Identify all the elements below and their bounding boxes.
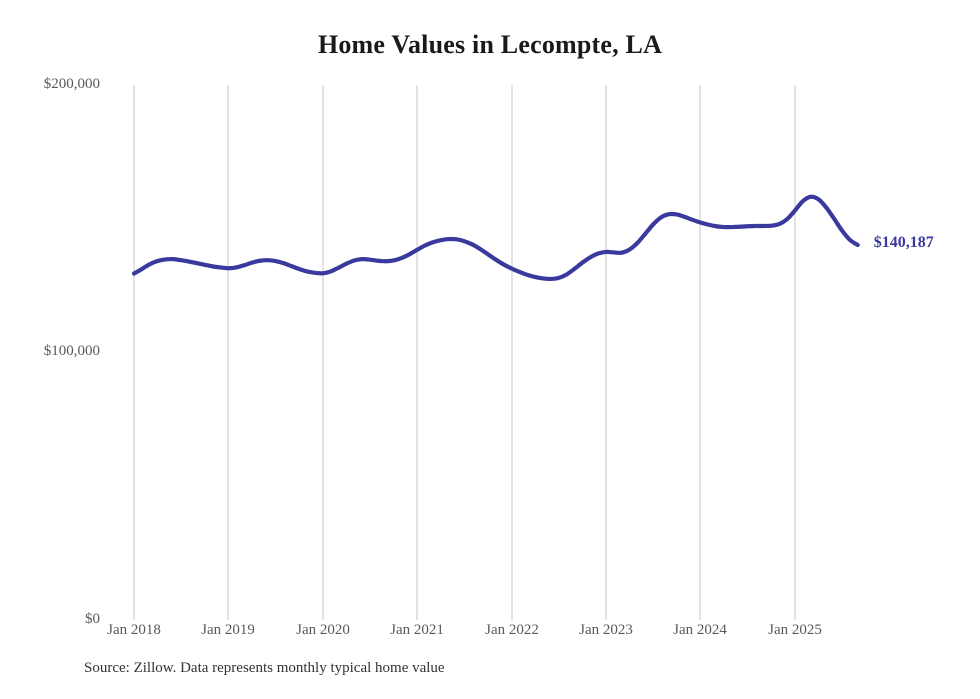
chart-title: Home Values in Lecompte, LA: [317, 30, 663, 59]
xtick-label-jan-2024: Jan 2024: [673, 622, 727, 638]
data-series-line: [131, 194, 860, 282]
xtick-label-jan-2019: Jan 2019: [201, 622, 255, 638]
gridlines: [133, 85, 796, 620]
xtick-label-jan-2020: Jan 2020: [296, 622, 350, 638]
xtick-label-jan-2021: Jan 2021: [390, 622, 444, 638]
ytick-label-200000: $200,000: [43, 76, 100, 92]
xtick-label-jan-2018: Jan 2018: [107, 622, 161, 638]
source-note: Source: Zillow. Data represents monthly …: [84, 660, 445, 676]
ytick-label-100000: $100,000: [43, 343, 100, 359]
end-value-label: $140,187: [873, 233, 934, 251]
ytick-label-0: $0: [85, 611, 100, 627]
xtick-label-jan-2022: Jan 2022: [485, 622, 539, 638]
xtick-label-jan-2025: Jan 2025: [768, 622, 822, 638]
xtick-label-jan-2023: Jan 2023: [579, 622, 633, 638]
